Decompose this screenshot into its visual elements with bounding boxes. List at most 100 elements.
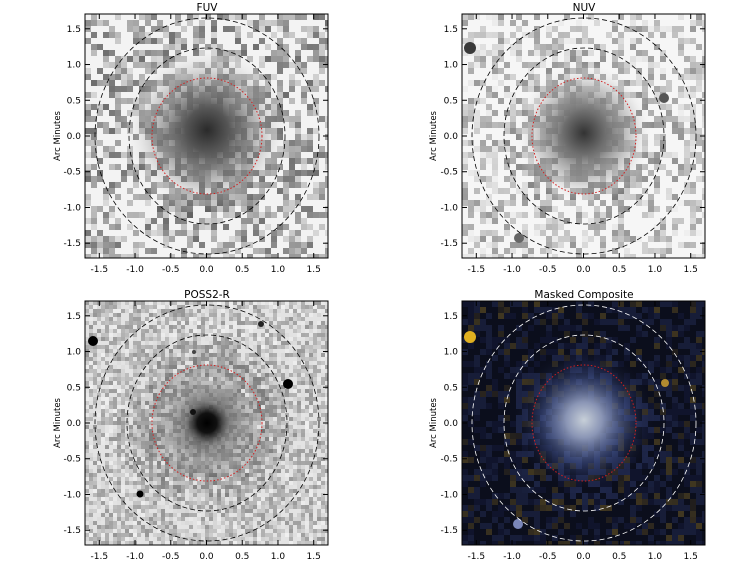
noise-pixel (157, 38, 163, 44)
noise-pixel (510, 242, 516, 248)
noise-pixel (229, 14, 235, 20)
noise-pixel (105, 477, 109, 481)
noise-pixel (101, 441, 105, 445)
noise-pixel (594, 44, 600, 50)
noise-pixel (241, 497, 245, 501)
noise-pixel (129, 401, 133, 405)
noise-pixel (181, 333, 185, 337)
noise-pixel (492, 92, 498, 98)
noise-pixel (321, 513, 325, 517)
noise-pixel (221, 517, 225, 521)
noise-pixel (301, 26, 307, 32)
noise-pixel (173, 301, 177, 305)
noise-pixel (145, 397, 149, 401)
noise-pixel (271, 50, 277, 56)
noise-pixel (121, 176, 127, 182)
noise-pixel (269, 461, 273, 465)
noise-pixel (177, 333, 181, 337)
noise-pixel (93, 473, 97, 477)
noise-pixel (307, 236, 313, 242)
noise-pixel (149, 453, 153, 457)
noise-pixel (666, 152, 672, 158)
noise-pixel (165, 305, 169, 309)
noise-pixel (277, 493, 281, 497)
noise-pixel (285, 457, 289, 461)
noise-pixel (642, 80, 648, 86)
noise-pixel (89, 513, 93, 517)
noise-pixel (157, 325, 161, 329)
noise-pixel (177, 489, 181, 493)
noise-pixel (654, 176, 660, 182)
noise-pixel (293, 413, 297, 417)
noise-pixel (185, 513, 189, 517)
noise-pixel (109, 182, 115, 188)
noise-pixel (181, 321, 185, 325)
noise-pixel (696, 128, 702, 134)
noise-pixel (105, 437, 109, 441)
noise-pixel (510, 122, 516, 128)
noise-pixel (690, 86, 696, 92)
noise-pixel (285, 341, 289, 345)
noise-pixel (301, 421, 305, 425)
noise-pixel (89, 525, 93, 529)
noise-pixel (486, 50, 492, 56)
noise-pixel (261, 473, 265, 477)
noise-pixel (277, 513, 281, 517)
noise-pixel (321, 377, 325, 381)
noise-pixel (293, 461, 297, 465)
noise-pixel (289, 170, 295, 176)
noise-pixel (91, 212, 97, 218)
noise-pixel (269, 385, 273, 389)
noise-pixel (269, 405, 273, 409)
noise-pixel (307, 140, 313, 146)
noise-pixel (205, 341, 209, 345)
noise-pixel (187, 242, 193, 248)
noise-pixel (233, 509, 237, 513)
noise-pixel (165, 361, 169, 365)
noise-pixel (289, 309, 293, 313)
noise-pixel (313, 437, 317, 441)
noise-pixel (145, 505, 149, 509)
noise-pixel (301, 405, 305, 409)
noise-pixel (137, 373, 141, 377)
noise-pixel (492, 170, 498, 176)
noise-pixel (161, 513, 165, 517)
noise-pixel (684, 170, 690, 176)
noise-pixel (181, 353, 185, 357)
noise-pixel (319, 38, 325, 44)
noise-pixel (163, 230, 169, 236)
noise-pixel (133, 313, 137, 317)
noise-pixel (319, 14, 325, 20)
noise-pixel (133, 501, 137, 505)
noise-pixel (259, 56, 265, 62)
noise-pixel (468, 230, 474, 236)
noise-pixel (636, 38, 642, 44)
noise-pixel (281, 493, 285, 497)
noise-pixel (97, 433, 101, 437)
noise-pixel (295, 128, 301, 134)
noise-pixel (283, 176, 289, 182)
noise-pixel (289, 80, 295, 86)
noise-pixel (474, 62, 480, 68)
noise-pixel (468, 110, 474, 116)
noise-pixel (690, 26, 696, 32)
noise-pixel (229, 313, 233, 317)
noise-pixel (105, 461, 109, 465)
noise-pixel (177, 357, 181, 361)
noise-pixel (233, 501, 237, 505)
noise-pixel (89, 425, 93, 429)
noise-pixel (289, 497, 293, 501)
noise-pixel (193, 305, 197, 309)
noise-pixel (223, 212, 229, 218)
noise-pixel (293, 505, 297, 509)
y-tick-label: 0.0 (67, 132, 82, 142)
noise-pixel (261, 445, 265, 449)
noise-pixel (313, 32, 319, 38)
noise-pixel (221, 325, 225, 329)
noise-pixel (89, 349, 93, 353)
noise-pixel (205, 349, 209, 353)
noise-pixel (193, 505, 197, 509)
noise-pixel (690, 110, 696, 116)
noise-pixel (145, 218, 151, 224)
noise-pixel (209, 353, 213, 357)
